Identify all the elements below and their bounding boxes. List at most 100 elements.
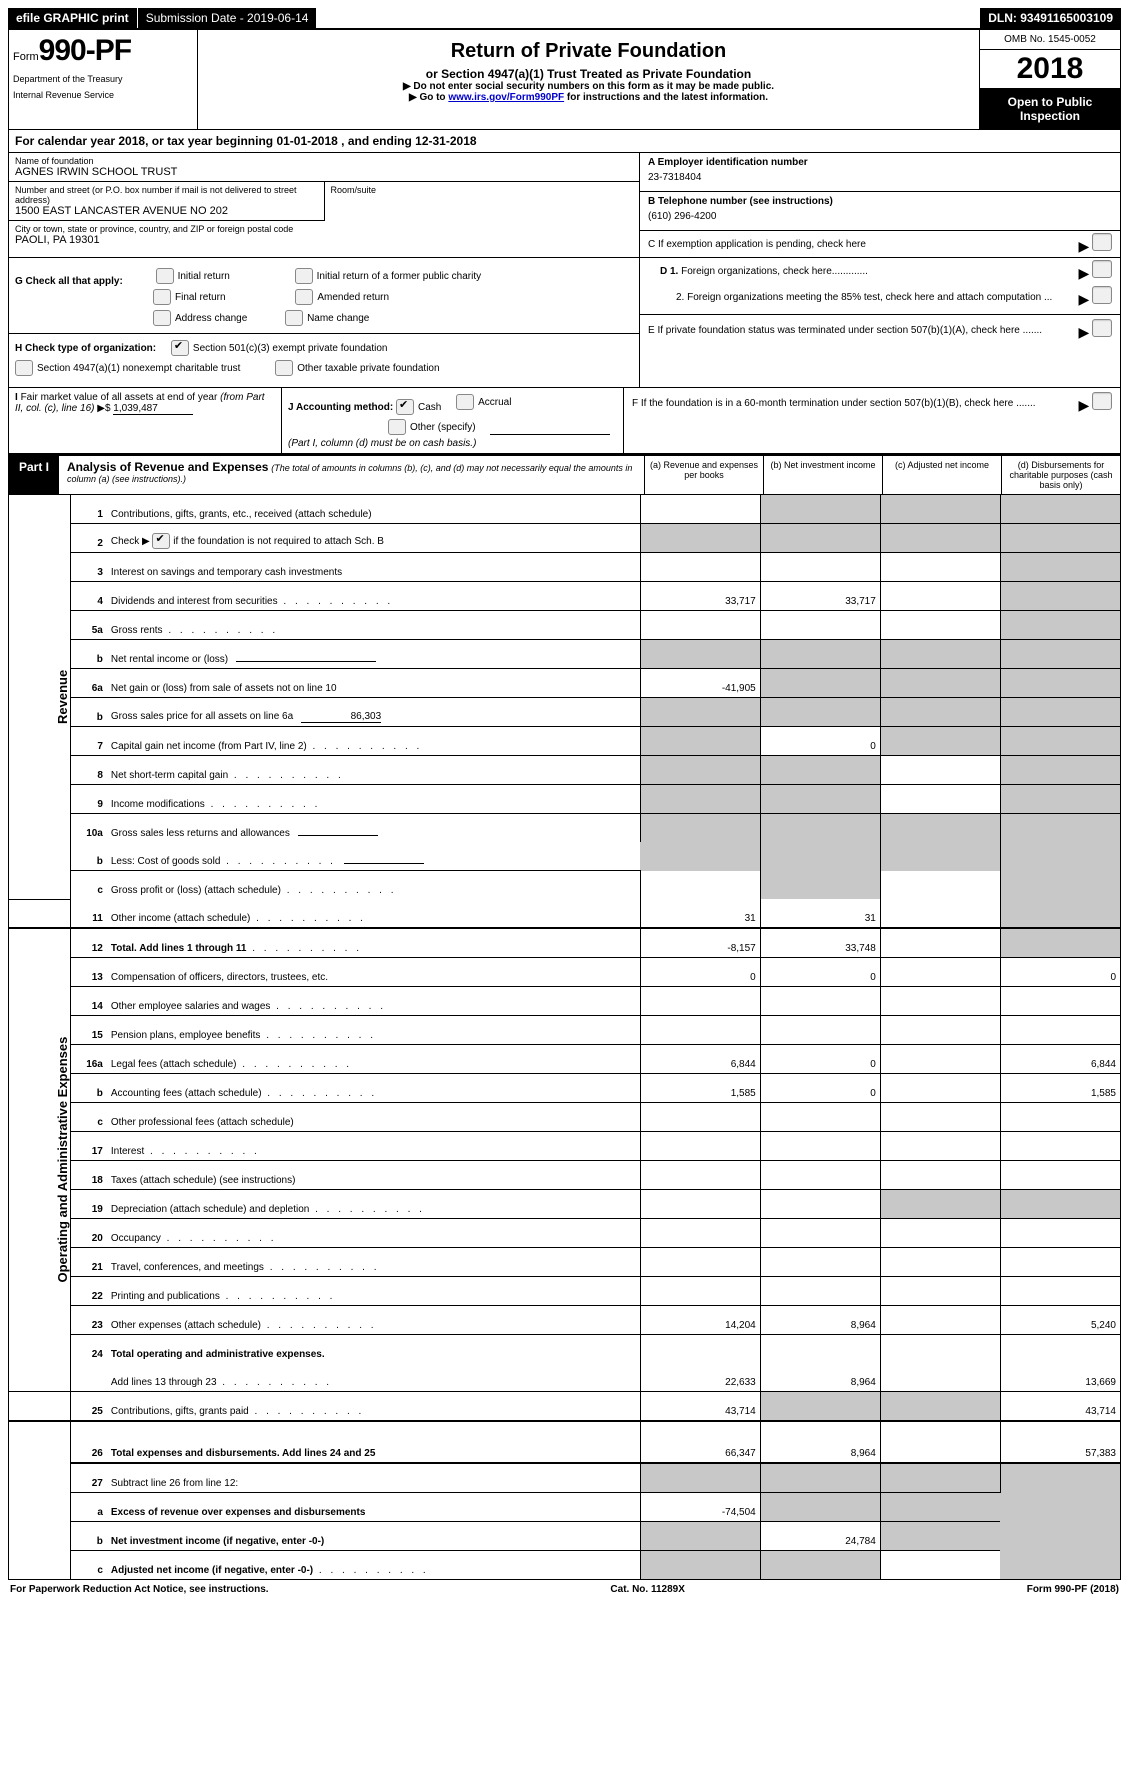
checkbox-other-method[interactable] <box>388 419 406 435</box>
table-row: 24Total operating and administrative exp… <box>9 1335 1121 1364</box>
checkbox-501c3[interactable] <box>171 340 189 356</box>
table-row: 16aLegal fees (attach schedule)6,84406,8… <box>9 1045 1121 1074</box>
fmv-row: I I Fair market value of all assets at e… <box>8 388 1121 454</box>
foundation-name-cell: Name of foundation AGNES IRWIN SCHOOL TR… <box>9 153 639 182</box>
table-row: cGross profit or (loss) (attach schedule… <box>9 871 1121 900</box>
omb-number: OMB No. 1545-0052 <box>980 30 1120 50</box>
accounting-method-block: J Accounting method: Cash Accrual Other … <box>282 388 624 453</box>
foreign-85-row: 2. Foreign organizations meeting the 85%… <box>640 284 1120 310</box>
phone-block: B Telephone number (see instructions) (6… <box>640 192 1120 231</box>
foreign-org-row: D 1. D 1. Foreign organizations, check h… <box>640 258 1120 284</box>
table-row: bGross sales price for all assets on lin… <box>9 698 1121 727</box>
table-row: 22Printing and publications <box>9 1277 1121 1306</box>
dln: DLN: 93491165003109 <box>980 8 1121 28</box>
dept-line1: Department of the Treasury <box>13 74 193 84</box>
header-center: Return of Private Foundation or Section … <box>198 30 979 129</box>
instructions-link-line: ▶ Go to www.irs.gov/Form990PF for instru… <box>206 92 971 103</box>
table-row: 10aGross sales less returns and allowanc… <box>9 814 1121 843</box>
catalog-number: Cat. No. 11289X <box>610 1584 684 1595</box>
checkbox-f[interactable] <box>1092 392 1112 410</box>
part1-header: Part I Analysis of Revenue and Expenses … <box>8 454 1121 495</box>
irs-link[interactable]: www.irs.gov/Form990PF <box>448 92 564 103</box>
table-row: 9Income modifications <box>9 785 1121 814</box>
checkbox-d2[interactable] <box>1092 286 1112 304</box>
status-terminated-row: E If private foundation status was termi… <box>640 314 1120 343</box>
table-row: 27Subtract line 26 from line 12: <box>9 1463 1121 1493</box>
table-row: aExcess of revenue over expenses and dis… <box>9 1493 1121 1522</box>
col-b-header: (b) Net investment income <box>763 456 882 494</box>
checkbox-sch-b[interactable] <box>152 533 170 549</box>
page-footer: For Paperwork Reduction Act Notice, see … <box>8 1580 1121 1599</box>
header-left: Form990-PF Department of the Treasury In… <box>9 30 198 129</box>
address-cell: Number and street (or P.O. box number if… <box>9 182 324 221</box>
ein-block: A Employer identification number 23-7318… <box>640 153 1120 192</box>
form-header: Form990-PF Department of the Treasury In… <box>8 28 1121 130</box>
open-inspection: Open to Public Inspection <box>980 89 1120 129</box>
header-right: OMB No. 1545-0052 2018 Open to Public In… <box>979 30 1120 129</box>
table-row: 11Other income (attach schedule) 3131 <box>9 899 1121 928</box>
table-row: cOther professional fees (attach schedul… <box>9 1103 1121 1132</box>
table-row: 17Interest <box>9 1132 1121 1161</box>
revenue-side-label: Revenue <box>9 495 71 899</box>
form-subtitle: or Section 4947(a)(1) Trust Treated as P… <box>206 67 971 81</box>
table-row: Operating and Administrative Expenses 12… <box>9 928 1121 958</box>
efile-label: efile GRAPHIC print <box>8 8 137 28</box>
submission-date: Submission Date - 2019-06-14 <box>137 8 317 28</box>
table-row: 2 Check ▶ if the foundation is not requi… <box>9 524 1121 553</box>
checkbox-name-change[interactable] <box>285 310 303 326</box>
top-bar: efile GRAPHIC print Submission Date - 20… <box>8 8 1121 28</box>
room-cell: Room/suite <box>324 182 640 221</box>
col-d-header: (d) Disbursements for charitable purpose… <box>1001 456 1120 494</box>
line-g: G Check all that apply: Initial return I… <box>15 266 633 329</box>
table-row: 6aNet gain or (loss) from sale of assets… <box>9 669 1121 698</box>
line-h: H Check type of organization: Section 50… <box>9 333 639 383</box>
identity-block: Name of foundation AGNES IRWIN SCHOOL TR… <box>8 153 1121 258</box>
form-title: Return of Private Foundation <box>206 40 971 63</box>
checkbox-4947[interactable] <box>15 360 33 376</box>
ssn-warning: ▶ Do not enter social security numbers o… <box>206 81 971 92</box>
table-row: Add lines 13 through 23 22,6338,96413,66… <box>9 1363 1121 1392</box>
part1-label: Part I <box>9 456 59 494</box>
check-section: G Check all that apply: Initial return I… <box>8 258 1121 388</box>
table-row: bNet rental income or (loss) <box>9 640 1121 669</box>
form-number: 990-PF <box>39 34 131 67</box>
checkbox-e[interactable] <box>1092 319 1112 337</box>
checkbox-initial-return[interactable] <box>156 268 174 284</box>
exemption-pending-row: C If exemption application is pending, c… <box>640 231 1120 257</box>
table-row: 26Total expenses and disbursements. Add … <box>9 1421 1121 1463</box>
table-row: 25Contributions, gifts, grants paid 43,7… <box>9 1392 1121 1422</box>
table-row: 15Pension plans, employee benefits <box>9 1016 1121 1045</box>
calendar-year-line: For calendar year 2018, or tax year begi… <box>8 130 1121 153</box>
checkbox-d1[interactable] <box>1092 260 1112 278</box>
tax-year: 2018 <box>980 50 1120 89</box>
checkbox-amended[interactable] <box>295 289 313 305</box>
table-row: 23Other expenses (attach schedule)14,204… <box>9 1306 1121 1335</box>
checkbox-other-taxable[interactable] <box>275 360 293 376</box>
fmv-value: 1,039,487 <box>113 403 193 415</box>
table-row: 21Travel, conferences, and meetings <box>9 1248 1121 1277</box>
paperwork-notice: For Paperwork Reduction Act Notice, see … <box>10 1584 269 1595</box>
form-footer-label: Form 990-PF (2018) <box>1027 1584 1119 1595</box>
part1-table: Revenue 1 Contributions, gifts, grants, … <box>8 495 1121 1580</box>
city-cell: City or town, state or province, country… <box>9 221 639 249</box>
table-row: 14Other employee salaries and wages <box>9 987 1121 1016</box>
table-row: 4Dividends and interest from securities … <box>9 582 1121 611</box>
table-row: 20Occupancy <box>9 1219 1121 1248</box>
termination-60mo-block: F If the foundation is in a 60-month ter… <box>624 388 1120 453</box>
table-row: cAdjusted net income (if negative, enter… <box>9 1551 1121 1580</box>
checkbox-cash[interactable] <box>396 399 414 415</box>
checkbox-final-return[interactable] <box>153 289 171 305</box>
table-row: bNet investment income (if negative, ent… <box>9 1522 1121 1551</box>
col-a-header: (a) Revenue and expenses per books <box>644 456 763 494</box>
col-c-header: (c) Adjusted net income <box>882 456 1001 494</box>
expenses-side-label: Operating and Administrative Expenses <box>9 928 71 1392</box>
checkbox-accrual[interactable] <box>456 394 474 410</box>
table-row: 3Interest on savings and temporary cash … <box>9 553 1121 582</box>
table-row: 5aGross rents <box>9 611 1121 640</box>
checkbox-c[interactable] <box>1092 233 1112 251</box>
table-row: 13Compensation of officers, directors, t… <box>9 958 1121 987</box>
fmv-block: I I Fair market value of all assets at e… <box>9 388 282 453</box>
checkbox-initial-former[interactable] <box>295 268 313 284</box>
checkbox-address-change[interactable] <box>153 310 171 326</box>
part1-desc: Analysis of Revenue and Expenses (The to… <box>59 456 644 494</box>
